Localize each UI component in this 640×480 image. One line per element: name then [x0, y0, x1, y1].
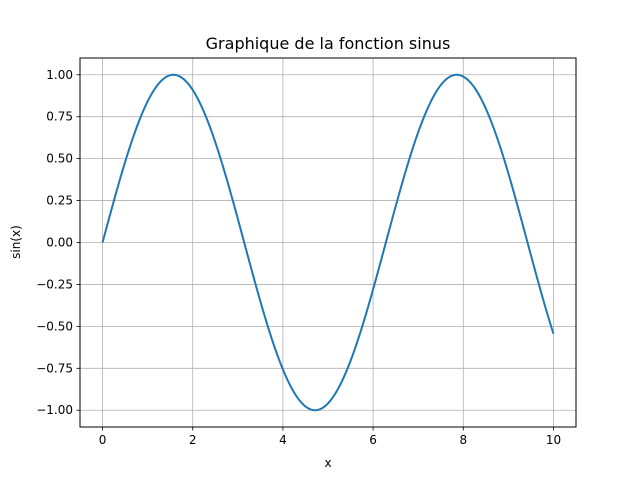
y-tick-label: −0.75 [36, 361, 73, 375]
x-tick-label: 10 [546, 433, 561, 447]
grid [80, 58, 576, 427]
y-tick-label: 0.00 [46, 236, 73, 250]
y-axis-label: sin(x) [9, 225, 23, 259]
y-tick-label: −0.25 [36, 277, 73, 291]
y-tick-label: 0.25 [46, 194, 73, 208]
series-layer [101, 73, 555, 412]
chart-title: Graphique de la fonction sinus [206, 34, 451, 53]
y-tick-label: −0.50 [36, 319, 73, 333]
y-tick-label: 0.75 [46, 110, 73, 124]
x-axis-label: x [324, 456, 331, 470]
x-tick-label: 0 [99, 433, 107, 447]
x-tick-label: 2 [189, 433, 197, 447]
y-tick-label: 1.00 [46, 68, 73, 82]
y-tick-label: −1.00 [36, 403, 73, 417]
sine-series-line [101, 73, 555, 412]
x-tick-label: 8 [459, 433, 467, 447]
x-tick-label: 6 [369, 433, 377, 447]
ticks: 0 2 4 6 8 10 −1.00 −0.75 −0.50 −0.25 0.00 0.25 0.50 0… [36, 68, 561, 447]
x-tick-label: 4 [279, 433, 287, 447]
y-tick-label: 0.50 [46, 152, 73, 166]
